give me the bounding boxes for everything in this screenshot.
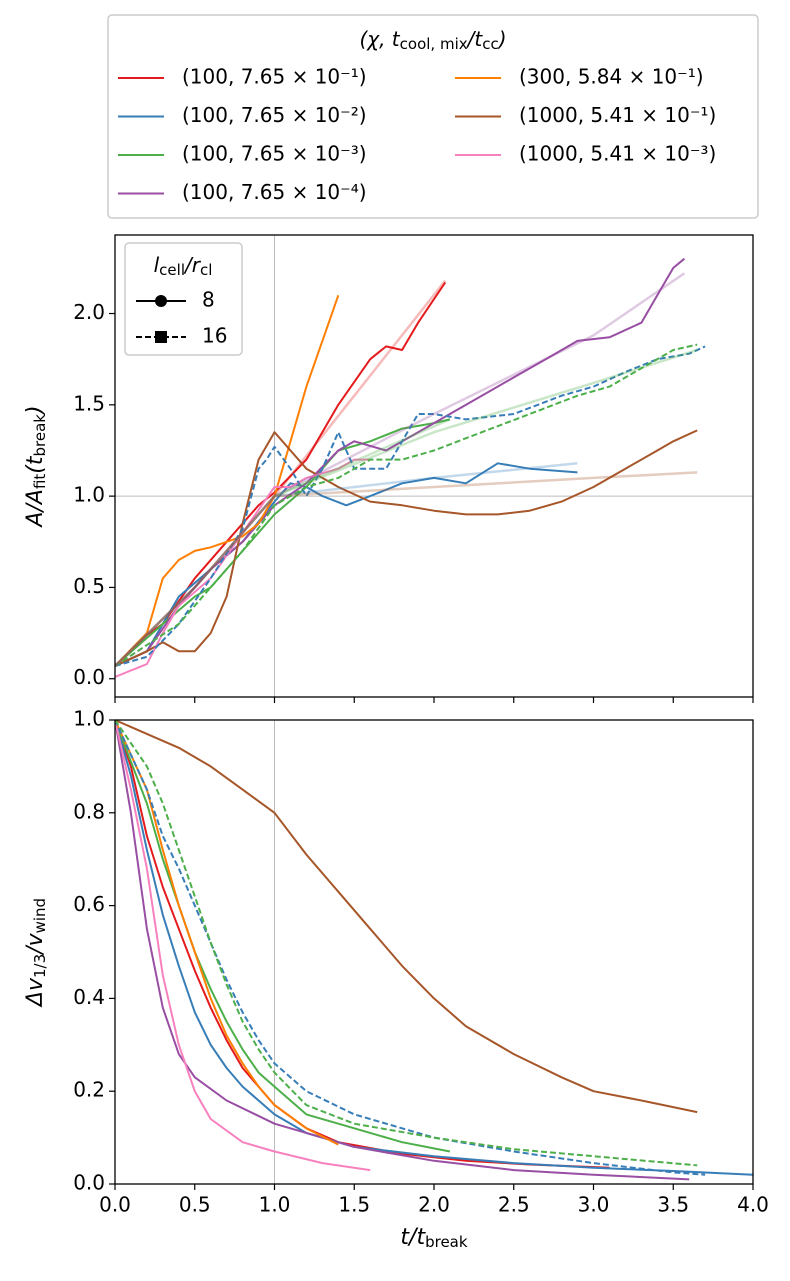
series-line (115, 720, 690, 1181)
label-part: t/t (400, 1225, 426, 1250)
style-legend-marker (155, 295, 167, 307)
series-line (115, 429, 698, 667)
y-tick-label: 0.6 (73, 892, 105, 916)
series-line (115, 720, 451, 1153)
legend-label: (100, 7.65 × 10⁻³) (182, 142, 367, 166)
style-legend-label: 8 (202, 288, 215, 312)
subscript: cl (200, 261, 212, 279)
label-part: Δv (23, 977, 48, 1008)
rich-label: Δv1/3/vwind (23, 898, 49, 1008)
label-part: ) (23, 405, 48, 416)
series-line (115, 343, 698, 667)
series-line (115, 720, 339, 1146)
fit-line (115, 279, 447, 667)
rich-label: lcell/rcl (154, 253, 213, 279)
label-part: (χ, t (359, 27, 400, 51)
style-legend-label: 16 (202, 324, 227, 348)
y-tick-label: 1.0 (73, 707, 105, 731)
y-tick-label: 0.2 (73, 1078, 105, 1102)
style-legend-box (124, 242, 243, 356)
series-line (115, 418, 451, 667)
legend-label: (100, 7.65 × 10⁻²) (182, 103, 367, 127)
legend-label: (1000, 5.41 × 10⁻¹) (519, 103, 716, 127)
y-tick-label: 0.0 (73, 1171, 105, 1195)
plot-area (115, 720, 753, 1181)
y-tick-label: 1.0 (73, 483, 105, 507)
subscript: wind (31, 898, 49, 933)
series-line (115, 720, 610, 1169)
series-line (115, 720, 371, 1172)
label-part: (t (23, 455, 48, 474)
legend-label: (100, 7.65 × 10⁻⁴) (182, 180, 367, 204)
x-tick-label: 1.5 (338, 1193, 370, 1217)
legend-label: (300, 5.84 × 10⁻¹) (519, 65, 704, 89)
style-legend-marker (155, 331, 167, 343)
label-part: /t (466, 27, 484, 51)
x-tick-label: 2.0 (418, 1193, 450, 1217)
x-tick-label: 0.5 (179, 1193, 211, 1217)
axes-frame (114, 719, 754, 1185)
rich-label: A/Afit(tbreak) (23, 405, 49, 528)
y-tick-label: 0.0 (73, 665, 105, 689)
label-part: /v (23, 932, 48, 955)
rich-label: t/tbreak (400, 1225, 467, 1251)
y-tick-label: 2.0 (73, 300, 105, 324)
y-tick-label: 0.8 (73, 799, 105, 823)
series-line (115, 458, 371, 678)
x-tick-label: 3.5 (657, 1193, 689, 1217)
x-tick-label: 3.0 (578, 1193, 610, 1217)
series-line (115, 720, 698, 1114)
series-line (115, 294, 340, 667)
legend-label: (1000, 5.41 × 10⁻³) (519, 142, 716, 166)
x-tick-label: 2.5 (498, 1193, 530, 1217)
x-tick-label: 4.0 (737, 1193, 769, 1217)
subscript: break (31, 414, 49, 457)
plot-area (115, 257, 706, 678)
subscript: cool, mix (400, 35, 468, 53)
rich-label: (χ, tcool, mix/tcc) (359, 27, 506, 53)
label-part: /r (183, 253, 202, 277)
fit-line (115, 471, 698, 667)
subscript: cell (159, 261, 185, 279)
series-line (115, 345, 706, 667)
legend-label: (100, 7.65 × 10⁻¹) (182, 65, 367, 89)
subscript: cc (482, 35, 499, 53)
series-line (115, 720, 753, 1176)
x-tick-label: 1.0 (259, 1193, 291, 1217)
fit-line (115, 272, 686, 667)
x-tick-label: 0.0 (99, 1193, 131, 1217)
fit-line (115, 462, 578, 667)
fit-line (274, 348, 698, 498)
series-line (115, 462, 578, 667)
y-tick-label: 0.5 (73, 574, 105, 598)
subscript: break (425, 1233, 468, 1251)
label-part: A/A (23, 489, 48, 529)
legend-box (107, 14, 759, 219)
series-line (115, 720, 698, 1167)
subscript: 1/3 (31, 954, 49, 978)
y-tick-label: 1.5 (73, 391, 105, 415)
series-line (115, 720, 706, 1176)
subscript: fit (31, 474, 49, 489)
label-part: l (154, 253, 160, 277)
fit-line (115, 418, 451, 667)
label-part: ) (497, 27, 507, 51)
y-tick-label: 0.4 (73, 985, 105, 1009)
